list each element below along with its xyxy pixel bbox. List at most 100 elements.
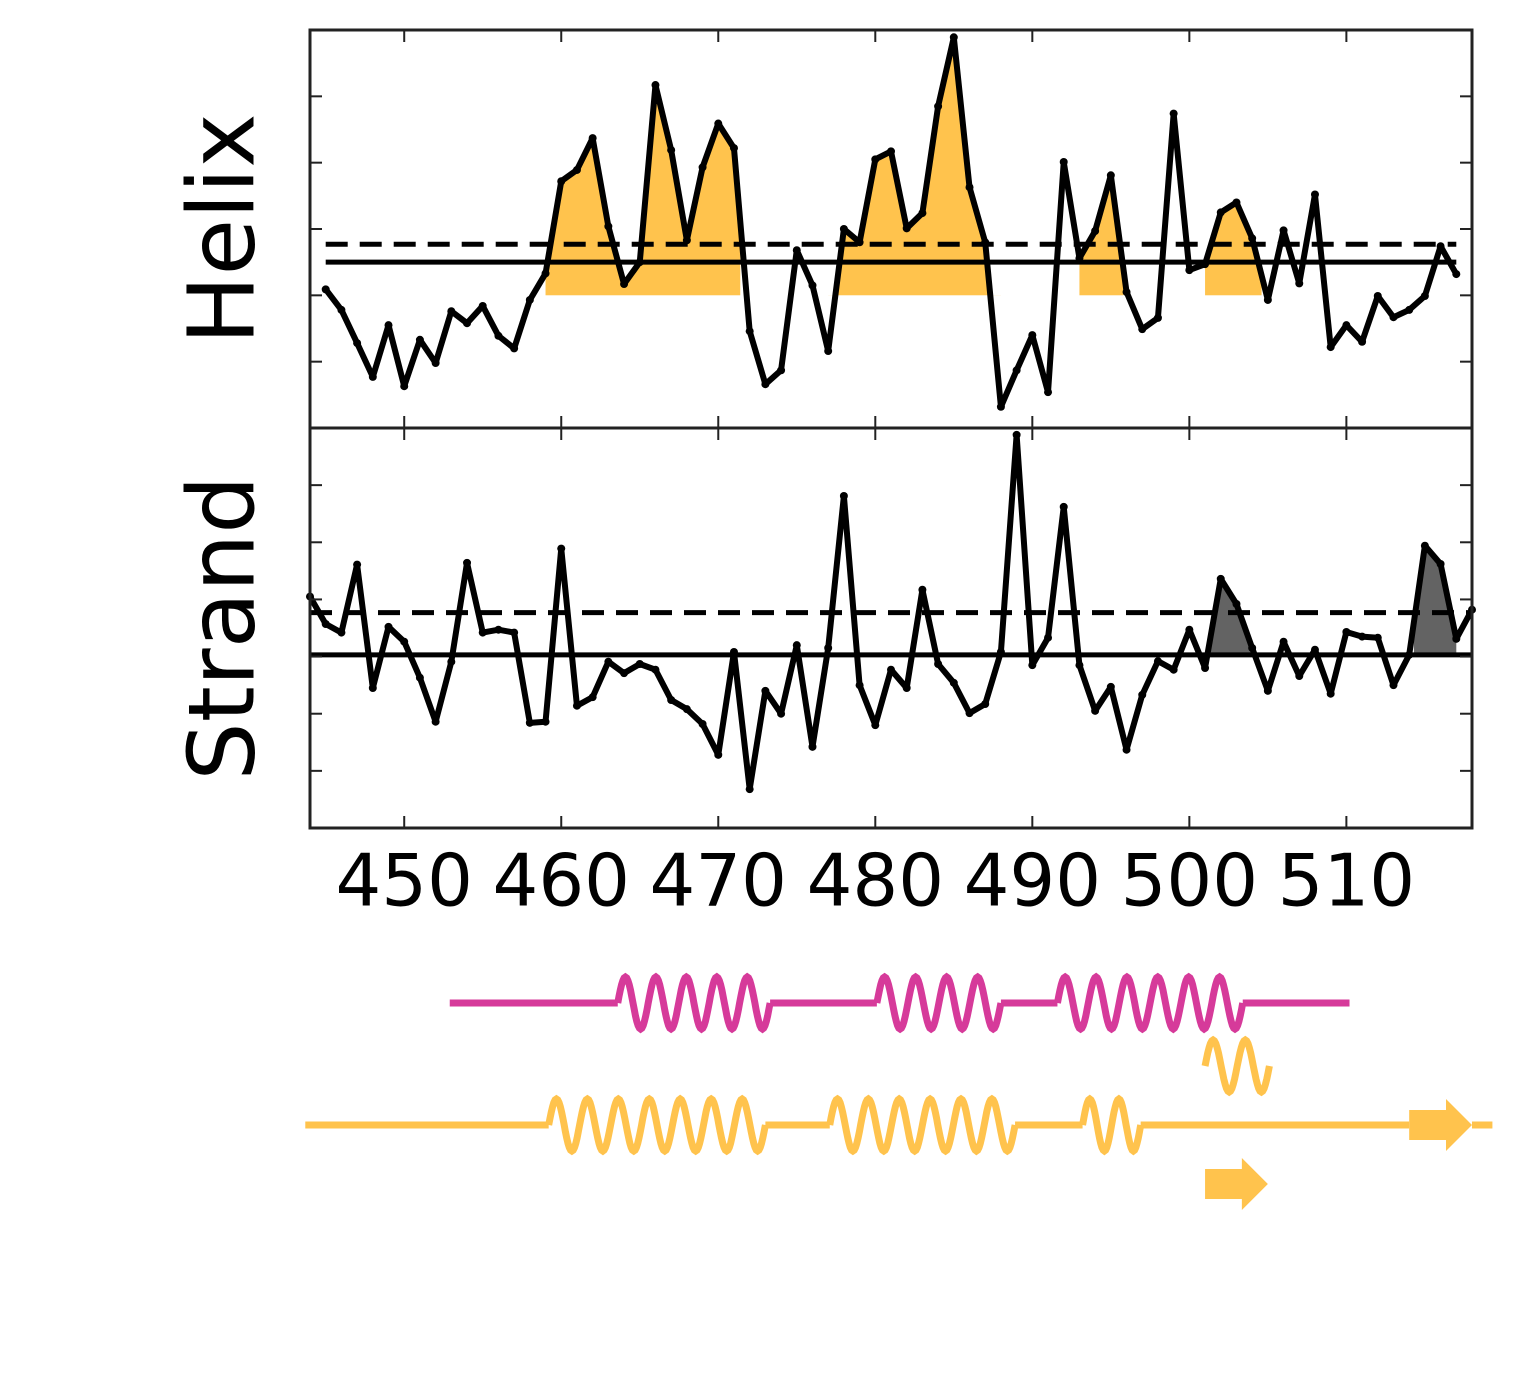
data-point [934, 102, 943, 111]
data-point [541, 717, 550, 726]
data-point [824, 644, 833, 652]
data-point [981, 238, 990, 247]
data-point [682, 705, 691, 714]
data-point [1389, 681, 1398, 690]
data-point [1436, 242, 1445, 251]
data-point [400, 637, 409, 646]
data-point [745, 785, 754, 794]
data-point [651, 81, 660, 90]
data-point [1310, 645, 1319, 654]
data-point [808, 742, 817, 751]
data-point [588, 693, 597, 702]
data-point [541, 269, 550, 278]
data-point [321, 285, 330, 294]
data-point [1028, 331, 1037, 340]
data-point [871, 155, 880, 164]
data-point [1263, 686, 1272, 695]
data-point [384, 622, 393, 631]
data-point [887, 665, 895, 674]
data-point [463, 558, 472, 567]
data-point [620, 669, 629, 678]
data-point [729, 648, 738, 656]
data-point [1122, 288, 1131, 297]
data-point [1138, 325, 1147, 334]
data-point [934, 660, 943, 668]
data-point [949, 33, 958, 42]
data-point [1201, 664, 1210, 672]
data-point [447, 307, 456, 316]
data-point [918, 585, 927, 594]
data-point [1326, 343, 1335, 352]
data-point [698, 163, 707, 172]
data-point [1263, 295, 1272, 304]
data-point [1248, 234, 1257, 243]
data-point [808, 281, 817, 290]
data-point [792, 246, 801, 255]
x-tick-label: 490 [964, 839, 1101, 923]
data-point [494, 625, 503, 634]
data-point [1091, 226, 1100, 235]
data-point [902, 224, 911, 233]
data-point [667, 696, 676, 704]
data-point [384, 321, 393, 330]
data-point [604, 222, 613, 231]
data-point [572, 701, 581, 710]
data-point [855, 238, 864, 247]
strand-arrow [1409, 1099, 1472, 1151]
fill-region [545, 85, 741, 296]
data-point [557, 544, 566, 553]
data-point [714, 750, 723, 759]
data-point [1169, 665, 1178, 674]
data-point [777, 366, 786, 375]
data-point [415, 673, 424, 682]
data-point [871, 721, 880, 730]
frame [308, 426, 1474, 830]
data-point [368, 684, 377, 692]
data-point [981, 700, 990, 708]
data-point [431, 358, 440, 367]
data-point [1044, 633, 1053, 642]
data-point [1153, 657, 1162, 666]
data-point [698, 720, 707, 728]
data-point [1373, 633, 1382, 642]
data-point [651, 665, 660, 674]
data-point [525, 295, 534, 304]
data-point [918, 209, 927, 218]
data-point [431, 717, 440, 726]
helix [614, 972, 774, 1034]
data-point [1326, 689, 1335, 698]
data-point [1295, 279, 1304, 288]
x-tick-label: 510 [1278, 839, 1415, 923]
data-point [447, 657, 456, 666]
data-point [368, 372, 377, 381]
x-tick-label: 470 [650, 839, 787, 923]
helix [873, 972, 1005, 1034]
data-point [1201, 260, 1210, 269]
data-point [1310, 190, 1319, 199]
data-point [1185, 266, 1194, 275]
fill-region [1413, 545, 1457, 655]
data-point [1389, 313, 1398, 322]
data-point [1358, 632, 1367, 641]
fill-region [828, 37, 1001, 296]
data-point [321, 620, 330, 628]
data-point [1216, 208, 1225, 217]
data-point [1373, 291, 1382, 300]
data-point [1012, 430, 1021, 439]
data-point [1232, 600, 1241, 608]
y-axis-label: Strand [168, 475, 275, 780]
data-point [996, 648, 1005, 656]
x-tick-label: 450 [335, 839, 472, 923]
data-point [714, 119, 723, 128]
data-point [494, 331, 503, 340]
data-point [478, 628, 487, 637]
data-point [1420, 291, 1429, 300]
data-point [635, 660, 644, 668]
x-tick-label: 480 [807, 839, 944, 923]
strand-arrow [1205, 1158, 1268, 1210]
x-tick-label: 500 [1121, 839, 1258, 923]
data-point [667, 146, 676, 155]
data-point [792, 641, 801, 650]
data-point [839, 225, 848, 233]
